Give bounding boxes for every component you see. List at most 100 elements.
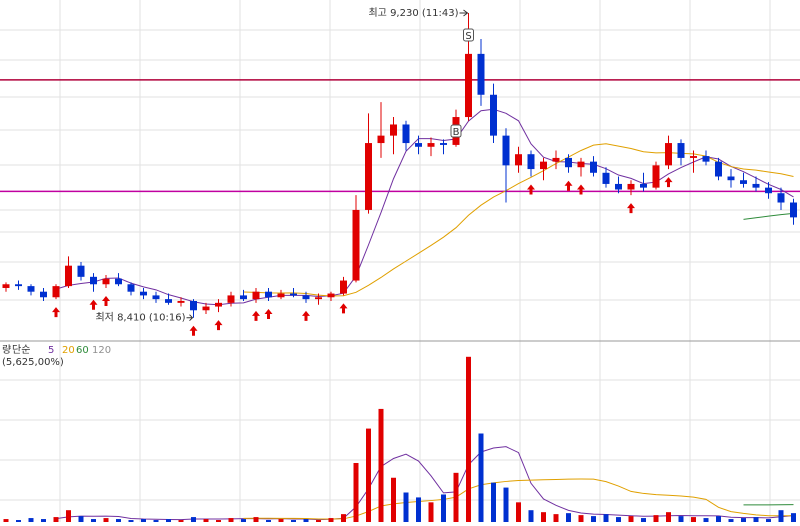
candle-body [590,162,597,173]
candle-body [678,143,685,158]
volume-bar [654,515,659,522]
candle-body [715,162,722,177]
volume-bar [679,516,684,522]
volume-bar [416,497,421,522]
candle-body [40,292,47,298]
volume-bar [641,518,646,522]
candle-body [428,143,435,147]
candle-body [65,266,72,286]
candle-body [540,162,547,169]
volume-bar [379,409,384,522]
candle-body [178,301,185,303]
volume-bar [254,517,259,522]
volume-bar [754,517,759,522]
volume-bar [341,514,346,522]
volume-bar [391,478,396,522]
candle-body [553,158,560,162]
candle-body [765,188,772,194]
candle-body [565,158,572,167]
candle-body [515,154,522,165]
volume-bar [66,510,71,522]
candle-body [353,210,360,281]
candle [653,162,660,190]
volume-bar [366,429,371,522]
volume-bar [454,473,459,522]
candle-body [190,301,197,310]
volume-bar [354,463,359,522]
candle-body [53,286,60,297]
candle-body [165,299,172,303]
volume-bar [104,518,109,522]
volume-bar [191,517,196,522]
candle-body [3,284,10,288]
volume-bar [29,518,34,522]
candle-body [478,54,485,95]
candle-body [778,193,785,202]
volume-bar [591,516,596,522]
volume-bar [566,513,571,522]
candle-body [753,184,760,188]
volume-bar [491,483,496,522]
candle-body [465,54,472,117]
volume-bar [616,517,621,522]
legend-title: 량 [2,344,11,356]
trade-marker-label: S [465,31,471,42]
candle-body [103,279,110,285]
volume-bar [479,434,484,523]
candle-body [128,284,135,291]
candle-body [740,180,747,184]
candle-body [278,294,285,298]
candle-body [228,295,235,302]
volume-bar [629,516,634,522]
candle-body [415,143,422,147]
candle-body [115,279,122,285]
candle-body [140,292,147,296]
volume-bar [604,514,609,522]
legend-period: 120 [92,345,111,356]
candle-body [690,156,697,158]
candle-body [628,184,635,190]
volume-bar [579,515,584,522]
legend-period: 5 [48,345,54,356]
candle [53,284,60,299]
candle-body [215,303,222,307]
volume-bar [229,518,234,522]
candle-body [303,295,310,299]
volume-bar [429,502,434,522]
candle-body [265,292,272,298]
legend-period: 60 [76,345,89,356]
legend-period: 20 [62,345,75,356]
candle-body [440,143,447,145]
volume-bar [79,516,84,522]
volume-bar [741,518,746,522]
candle-body [253,292,260,299]
volume-bar [779,510,784,522]
volume-bar [691,517,696,522]
volume-ratio: (5,625,00%) [2,357,64,368]
candle-body [665,143,672,165]
candle-body [340,281,347,294]
low-label: 최저 8,410 (10:16) [95,312,185,324]
candle-body [28,286,35,292]
candle-body [15,284,22,286]
volume-bar [529,510,534,522]
candle-body [290,294,297,296]
legend-ma-type: 단순 [12,344,30,356]
candle-body [365,143,372,210]
candle-body [503,136,510,166]
candle-body [90,277,97,284]
candle-body [403,124,410,143]
volume-bar [704,518,709,522]
volume-bar [54,517,59,522]
candle-body [615,184,622,190]
candle-body [315,297,322,299]
volume-bar [541,512,546,522]
candle-body [78,266,85,277]
candle-body [390,124,397,135]
candle-body [240,295,247,299]
volume-bar [666,512,671,522]
volume-bar [466,357,471,522]
candle-body [528,154,535,169]
candle-body [578,162,585,168]
